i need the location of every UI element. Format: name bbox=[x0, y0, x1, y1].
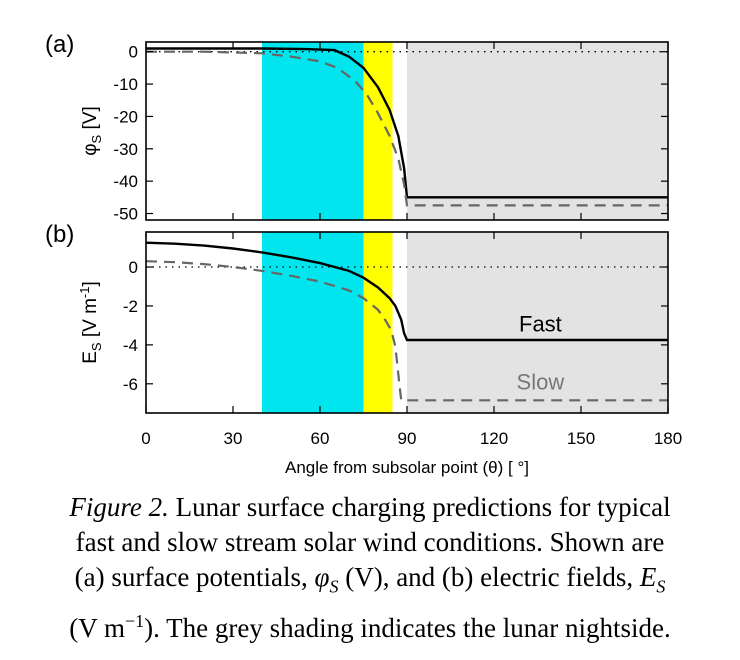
y-tick-label: -10 bbox=[113, 75, 138, 94]
series-line-solid bbox=[145, 241, 668, 342]
y-tick-label: 0 bbox=[129, 43, 138, 62]
y-axis-label: ES [V m-1] bbox=[77, 281, 104, 364]
panel-label: (a) bbox=[45, 31, 74, 58]
series-line-dashed bbox=[146, 50, 668, 207]
x-tick-label: 30 bbox=[224, 429, 243, 448]
shaded-region-2 bbox=[407, 42, 668, 220]
caption-line-3: (a) surface potentials, φS (V), and (b) … bbox=[74, 562, 666, 597]
y-tick-label: -2 bbox=[123, 297, 138, 316]
panel-b: 0 -2 -4 -6 0 30 60 90 120 150 180 (b) ES [V m-1] Fast… bbox=[45, 221, 682, 477]
shaded-region-0 bbox=[262, 42, 364, 220]
series-line-dashed bbox=[145, 260, 668, 402]
plot-frame bbox=[145, 41, 669, 221]
shaded-region-0 bbox=[262, 232, 364, 413]
x-tick-label: 150 bbox=[567, 429, 595, 448]
figure-caption: Figure 2. Lunar surface charging predict… bbox=[20, 490, 720, 646]
y-tick-label: -40 bbox=[113, 172, 138, 191]
y-tick-label: -30 bbox=[113, 140, 138, 159]
y-tick-label: -50 bbox=[113, 205, 138, 224]
figure: 0 -10 -20 -30 -40 -50 (a) φS [V] 0 -2 -4 -6 0 30 60 90… bbox=[45, 31, 682, 477]
caption-line-2: fast and slow stream solar wind conditio… bbox=[75, 527, 665, 557]
x-tick-label: 180 bbox=[654, 429, 682, 448]
y-tick-label: -4 bbox=[123, 336, 138, 355]
series-line-solid bbox=[146, 47, 668, 199]
plot-frame bbox=[145, 231, 669, 414]
y-tick-label: 0 bbox=[129, 258, 138, 277]
caption-line-4: (V m−1). The grey shading indicates the … bbox=[69, 611, 671, 644]
series-annotation-slow: Slow bbox=[517, 370, 565, 395]
shaded-region-2 bbox=[407, 232, 668, 413]
y-tick-label: -6 bbox=[123, 375, 138, 394]
panel-label: (b) bbox=[45, 221, 74, 248]
x-tick-label: 60 bbox=[311, 429, 330, 448]
x-axis-label: Angle from subsolar point (θ) [ °] bbox=[285, 458, 529, 477]
shaded-region-1 bbox=[363, 232, 393, 413]
x-tick-label: 90 bbox=[398, 429, 417, 448]
y-tick-label: -20 bbox=[113, 107, 138, 126]
series-annotation-fast: Fast bbox=[519, 311, 562, 336]
x-tick-label: 0 bbox=[141, 429, 150, 448]
panel-a: 0 -10 -20 -30 -40 -50 (a) φS [V] bbox=[45, 31, 669, 224]
caption-figure-label: Figure 2. bbox=[69, 492, 169, 522]
caption-line-1: Figure 2. Lunar surface charging predict… bbox=[69, 492, 671, 522]
y-axis-label: φS [V] bbox=[80, 106, 104, 156]
x-tick-label: 120 bbox=[480, 429, 508, 448]
